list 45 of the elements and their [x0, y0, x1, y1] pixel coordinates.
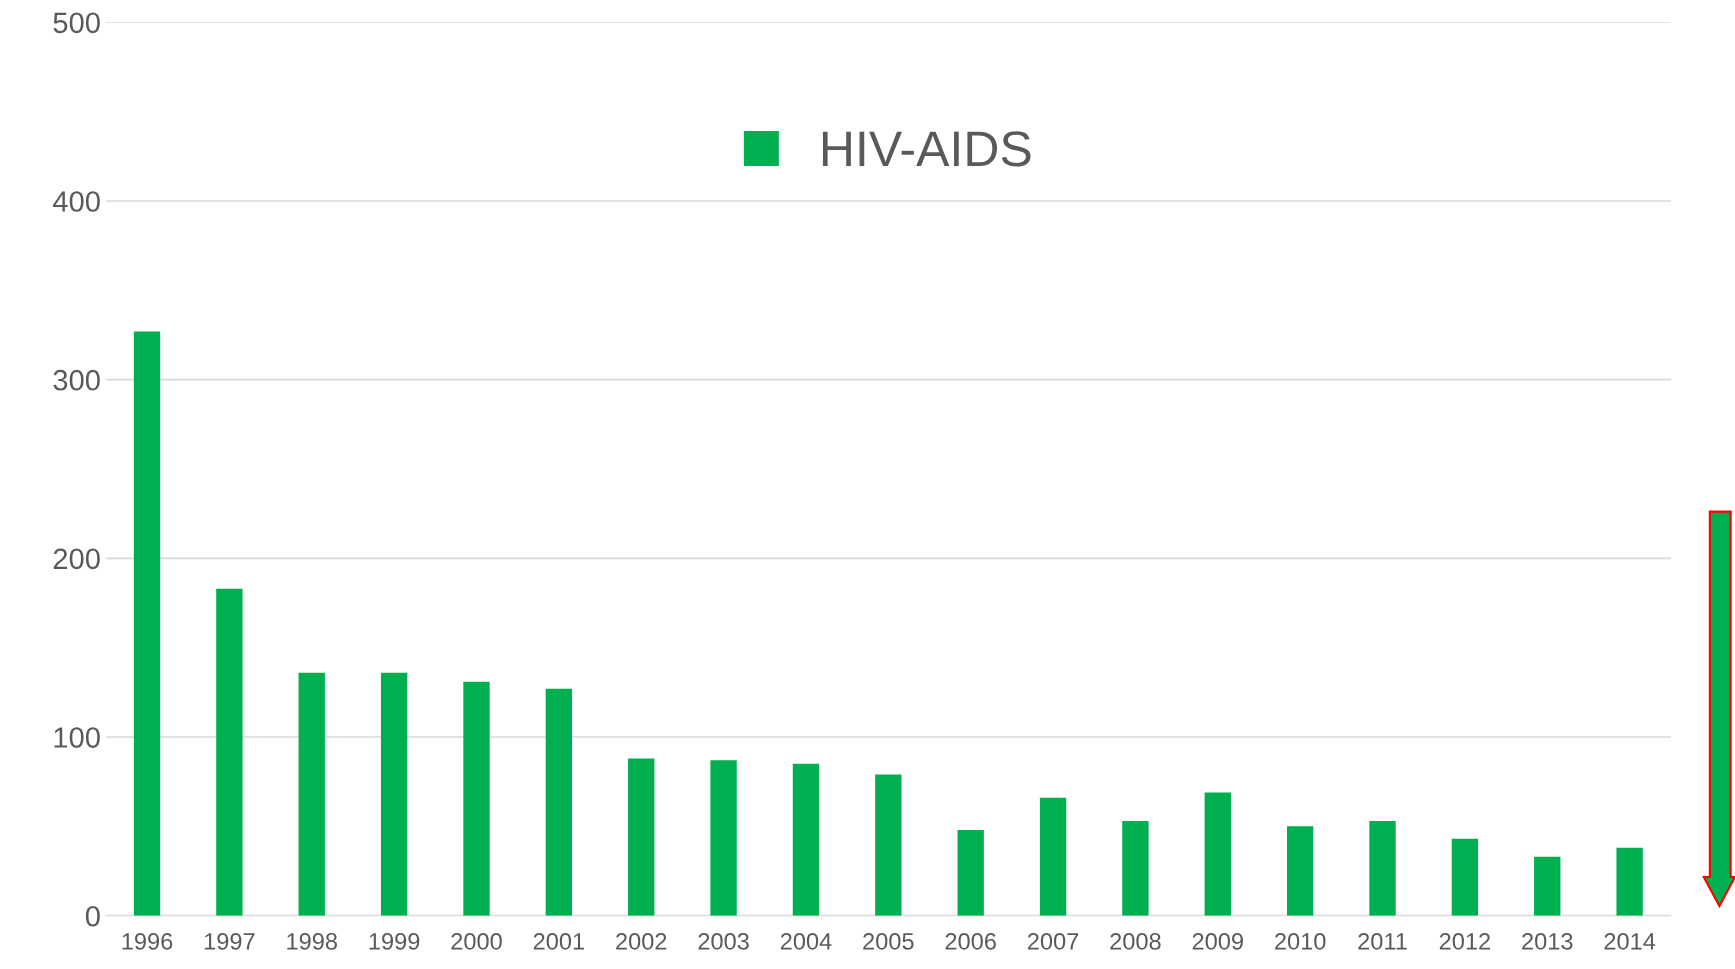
x-tick-label: 2005 [863, 933, 914, 950]
bar [875, 774, 902, 916]
bar [463, 681, 490, 916]
x-tick-label: 2007 [1027, 933, 1079, 950]
x-tick-label: 1999 [369, 933, 420, 950]
x-tick-label: 2006 [945, 933, 996, 950]
bar [1451, 838, 1479, 916]
x-tick-label: 2002 [616, 933, 667, 950]
x-tick-label: 2000 [451, 933, 502, 950]
x-tick-label: 2003 [698, 933, 749, 950]
x-tick-label: 2008 [1110, 933, 1161, 950]
bar [628, 758, 655, 916]
bar [1122, 821, 1149, 916]
bar [1616, 847, 1643, 916]
x-tick-label: 2014 [1604, 933, 1656, 950]
bar [1534, 856, 1561, 916]
x-tick-label: 2004 [780, 933, 832, 950]
bar [133, 331, 161, 916]
x-tick-label: 2010 [1275, 933, 1326, 950]
x-tick-label: 2012 [1439, 933, 1490, 950]
bar [1286, 826, 1314, 916]
bar [1039, 797, 1067, 916]
x-tick-label: 2011 [1358, 933, 1407, 950]
bar [957, 829, 984, 916]
x-tick-label: 1998 [287, 933, 337, 950]
bar [298, 672, 325, 916]
y-tick-label: 200 [53, 548, 100, 570]
bar [380, 672, 408, 916]
bar [1204, 792, 1231, 916]
y-tick-label: 100 [54, 727, 100, 748]
y-tick-label: 300 [53, 369, 100, 391]
bar [216, 588, 243, 916]
x-tick-label: 1997 [204, 933, 255, 950]
y-tick-label: 400 [52, 191, 100, 212]
y-tick-label: 500 [53, 12, 100, 34]
bar [792, 763, 820, 916]
x-tick-label: 2013 [1522, 933, 1573, 950]
y-tick-label: 0 [85, 905, 100, 927]
x-tick-label: 2001 [533, 933, 584, 950]
x-tick-label: 2009 [1192, 933, 1243, 950]
x-tick-label: 1996 [122, 933, 173, 950]
legend-label: HIV-AIDS [822, 131, 1031, 167]
bar [545, 688, 573, 916]
bar [710, 760, 737, 916]
bar [1369, 821, 1396, 916]
